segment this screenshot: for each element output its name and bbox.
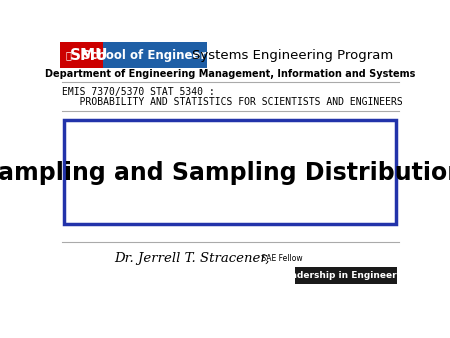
Text: Systems Engineering Program: Systems Engineering Program <box>192 49 393 62</box>
Text: Leadership in Engineering: Leadership in Engineering <box>279 271 413 280</box>
Text: PROBABILITY AND STATISTICS FOR SCIENTISTS AND ENGINEERS: PROBABILITY AND STATISTICS FOR SCIENTIST… <box>63 97 403 107</box>
Text: Sampling and Sampling Distributions: Sampling and Sampling Distributions <box>0 161 450 185</box>
Text: Department of Engineering Management, Information and Systems: Department of Engineering Management, In… <box>45 69 416 79</box>
Text: Dr. Jerrell T. Stracener,: Dr. Jerrell T. Stracener, <box>114 252 270 265</box>
Bar <box>60 42 103 68</box>
Text: School of Engineering: School of Engineering <box>82 49 227 62</box>
Text: 🏛: 🏛 <box>66 50 72 60</box>
Bar <box>103 42 207 68</box>
Bar <box>295 267 397 284</box>
Bar <box>64 120 396 224</box>
Text: SMU: SMU <box>70 48 108 63</box>
Text: SAE Fellow: SAE Fellow <box>259 254 303 263</box>
Text: EMIS 7370/5370 STAT 5340 :: EMIS 7370/5370 STAT 5340 : <box>63 87 215 97</box>
